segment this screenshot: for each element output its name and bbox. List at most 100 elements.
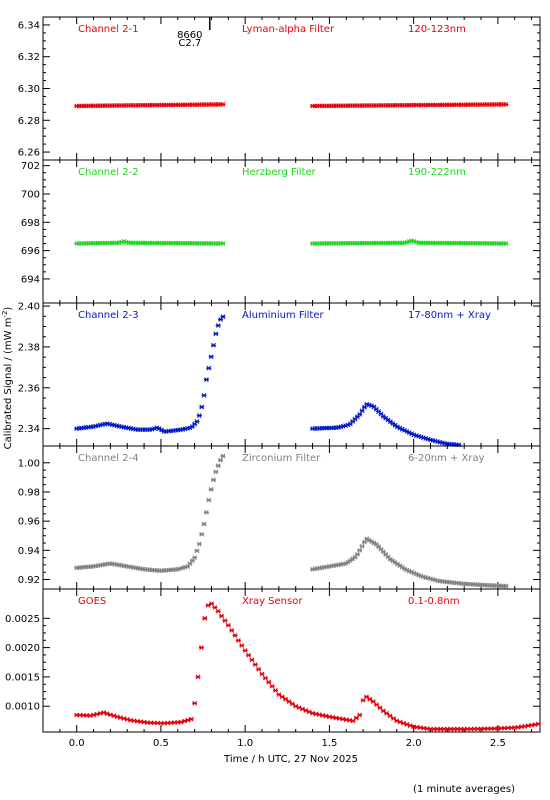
data-point — [361, 539, 367, 545]
y-tick-label: 2.40 — [18, 302, 40, 313]
data-point — [380, 708, 386, 714]
data-point — [279, 694, 285, 700]
data-point — [252, 662, 258, 667]
data-point — [259, 671, 265, 677]
data-point — [266, 679, 272, 685]
data-point — [503, 102, 509, 107]
panel-frame — [42, 445, 541, 590]
y-tick-label: 6.28 — [18, 116, 40, 127]
x-tick-label: 2.5 — [490, 738, 506, 749]
data-point — [276, 692, 282, 697]
data-point — [357, 547, 363, 553]
x-tick-label: 2.0 — [406, 738, 422, 749]
data-point — [196, 541, 202, 547]
y-tick-label: 0.96 — [18, 517, 40, 528]
y-tick-label: 6.30 — [18, 84, 40, 95]
y-tick-label: 6.32 — [18, 52, 40, 63]
data-point — [201, 392, 207, 398]
data-point — [206, 365, 212, 371]
event-marker-label-top: 8660 — [177, 30, 202, 41]
data-point — [323, 713, 329, 719]
channel-name: Channel 2-3 — [78, 310, 139, 321]
data-point — [289, 701, 295, 707]
data-point — [213, 331, 219, 337]
data-point — [235, 638, 241, 643]
filter-name: Aluminium Filter — [242, 310, 325, 321]
data-point — [222, 618, 228, 624]
data-point — [202, 615, 208, 621]
data-point — [94, 711, 100, 717]
data-point — [201, 521, 207, 527]
y-tick-label: 0.0015 — [5, 672, 40, 683]
y-tick-label: 2.34 — [18, 424, 40, 435]
data-point — [357, 712, 363, 718]
x-tick-label: 0.5 — [153, 738, 169, 749]
y-axis-label-main: Calibrated Signal / (mW m — [3, 318, 14, 450]
data-point — [256, 666, 262, 672]
panel-1: 6.26 6.28 6.30 6.32 6.34 Channel 2-1 Lyman-alp… — [18, 16, 541, 161]
data-point — [196, 413, 202, 418]
channel-name: Channel 2-2 — [78, 167, 139, 178]
data-point — [208, 601, 214, 607]
data-point — [359, 543, 365, 549]
data-point — [313, 711, 319, 717]
data-point — [229, 627, 235, 633]
data-point — [363, 694, 369, 700]
filter-name: Xray Sensor — [242, 596, 303, 607]
data-point — [232, 633, 238, 638]
data-point — [220, 241, 226, 246]
data-point — [239, 643, 245, 648]
data-point — [218, 317, 224, 322]
data-point — [503, 583, 509, 589]
data-point — [213, 469, 219, 475]
data-point — [220, 102, 226, 107]
data-point — [218, 457, 224, 463]
data-point — [384, 711, 390, 716]
data-point — [225, 622, 231, 628]
data-point — [503, 241, 509, 246]
y-tick-label: 0.0010 — [5, 702, 40, 713]
panel-frame — [42, 159, 541, 304]
data-point — [286, 699, 292, 704]
channel-name: GOES — [78, 596, 106, 607]
y-axis-label-end: ) — [3, 307, 14, 311]
data-point — [210, 477, 216, 483]
data-point — [195, 674, 201, 680]
data-point — [208, 487, 214, 492]
y-tick-label: 2.36 — [18, 383, 40, 394]
data-point — [310, 710, 316, 716]
data-point — [206, 497, 212, 503]
data-point — [97, 711, 103, 716]
data-point — [535, 721, 541, 727]
data-point — [242, 648, 248, 653]
y-axis-label-superscript: -2 — [1, 311, 9, 318]
band-range: 17-80nm + Xray — [408, 310, 491, 321]
data-point — [220, 453, 226, 459]
data-point — [199, 404, 205, 410]
y-tick-label: 0.92 — [18, 575, 40, 586]
data-point — [199, 531, 205, 537]
data-point — [354, 552, 360, 557]
series-points — [74, 314, 462, 448]
footnote: (1 minute averages) — [413, 784, 515, 795]
panel-4: 0.92 0.94 0.96 0.98 1.00 Channel 2-4 Zirconium… — [18, 445, 541, 590]
data-point — [316, 712, 322, 718]
data-point — [215, 463, 221, 469]
data-point — [203, 510, 209, 515]
data-point — [390, 715, 396, 721]
filter-name: Lyman-alpha Filter — [242, 24, 335, 35]
panel-3: 2.34 2.36 2.38 2.40 Channel 2-3 Aluminium Fil… — [18, 302, 541, 448]
y-tick-label: 696 — [21, 246, 40, 257]
y-axis-label: Calibrated Signal / (mW m-2) — [1, 307, 14, 450]
data-point — [194, 548, 200, 554]
band-range: 0.1-0.8nm — [408, 596, 460, 607]
y-tick-label: 6.26 — [18, 148, 40, 159]
panels-group: 6.26 6.28 6.30 6.32 6.34 Channel 2-1 Lyman-alp… — [5, 16, 541, 749]
data-point — [91, 712, 97, 718]
data-point — [220, 314, 226, 320]
y-tick-label: 702 — [21, 161, 40, 172]
y-tick-label: 2.38 — [18, 342, 40, 353]
x-tick-label: 1.5 — [321, 738, 337, 749]
data-point — [357, 411, 363, 417]
